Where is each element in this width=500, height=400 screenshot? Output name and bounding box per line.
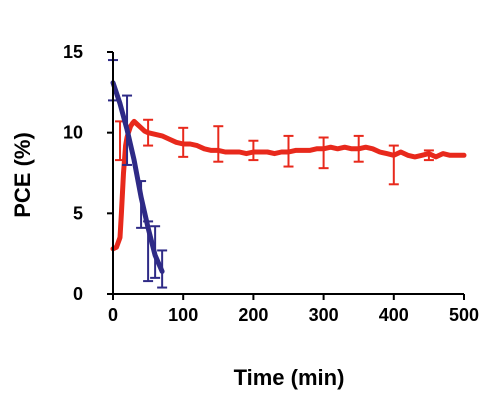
x-tick-label: 400 bbox=[379, 305, 409, 325]
y-tick-label: 0 bbox=[73, 284, 83, 304]
series-line bbox=[110, 80, 165, 274]
series-layer bbox=[108, 59, 467, 289]
axes-layer: 0 100 200 300 400 500 0 5 10 15 bbox=[63, 42, 479, 325]
y-tick-label: 15 bbox=[63, 42, 83, 62]
y-axis-title: PCE (%) bbox=[10, 132, 35, 218]
error-bar bbox=[318, 136, 329, 170]
error-bar bbox=[213, 125, 224, 163]
x-tick-label: 300 bbox=[309, 305, 339, 325]
error-bar bbox=[388, 144, 399, 186]
x-tick-label: 200 bbox=[238, 305, 268, 325]
series-line bbox=[110, 118, 467, 252]
x-axis-title: Time (min) bbox=[234, 365, 345, 390]
x-tick-label: 500 bbox=[449, 305, 479, 325]
x-tick-label: 0 bbox=[108, 305, 118, 325]
series-2 bbox=[108, 59, 168, 289]
y-tick-label: 5 bbox=[73, 203, 83, 223]
y-tick-label: 10 bbox=[63, 123, 83, 143]
x-tick-label: 100 bbox=[168, 305, 198, 325]
series-1 bbox=[110, 118, 467, 252]
